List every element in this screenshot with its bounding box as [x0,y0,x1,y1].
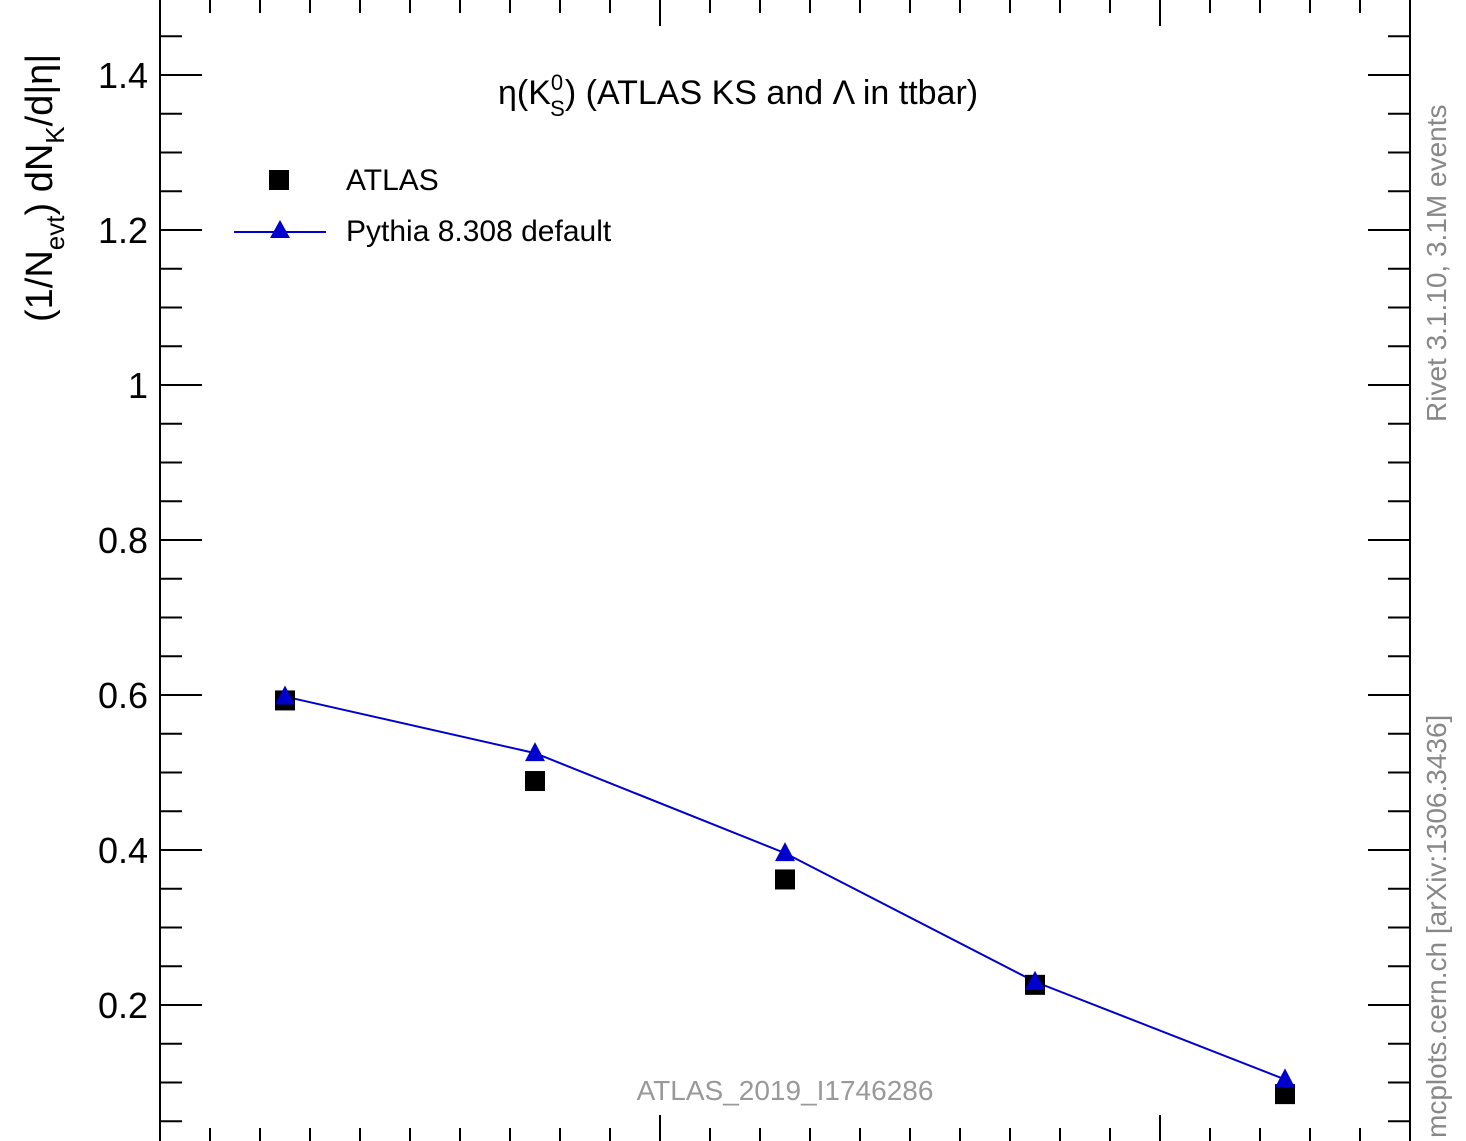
y-axis-label-part3: /d|η| [19,54,61,127]
annotation-sub: S [550,96,565,121]
y-axis-label-part1: (1/N [19,250,61,322]
y-tick-labels: 0.2 0.4 0.6 0.8 1 1.2 1.4 [98,55,148,1026]
atlas-data-point [775,869,795,890]
y-tick-label: 0.8 [98,520,148,561]
y-tick-label: 1 [128,365,148,406]
y-tick-label: 0.4 [98,830,148,871]
plot-frame [159,0,1411,1141]
pythia-data-point [525,742,545,762]
y-tick-label: 0.2 [98,985,148,1026]
y-axis-label: (1/Nevt) dNK/d|η| [19,54,70,322]
legend-marker-atlas [269,170,289,190]
side-label-top: Rivet 3.1.10, 3.1M events [1421,104,1452,422]
legend-label-atlas: ATLAS [346,164,439,197]
legend-marker-pythia [270,220,290,238]
pythia-data-point [1275,1068,1295,1088]
y-tick-label: 1.2 [98,210,148,251]
annotation-main: η(K [498,74,551,112]
pythia-data-point [1025,970,1045,990]
y-axis-label-sub1: evt [40,215,70,250]
pythia-data-point [275,685,295,705]
y-tick-label: 1.4 [98,55,148,96]
series-layer [275,685,1295,1105]
watermark: ATLAS_2019_I1746286 [637,1075,934,1106]
legend: ATLAS Pythia 8.308 default [234,164,612,248]
chart-annotation: η(K0 S) (ATLAS KS and Λ in ttbar) [498,70,978,121]
annotation-rest: ) (ATLAS KS and Λ in ttbar) [565,74,978,112]
y-axis-label-sub2: K [40,126,70,144]
atlas-data-point [525,771,545,792]
side-label-bottom: mcplots.cern.ch [arXiv:1306.3436] [1421,715,1452,1138]
pythia-data-point [775,842,795,862]
axis-ticks [159,0,1411,1141]
annotation-sup: 0 [551,70,563,95]
atlas-data-point [1275,1084,1295,1105]
legend-label-pythia: Pythia 8.308 default [346,215,612,248]
y-axis-label-part2: ) dN [19,144,61,216]
y-tick-label: 0.6 [98,675,148,716]
